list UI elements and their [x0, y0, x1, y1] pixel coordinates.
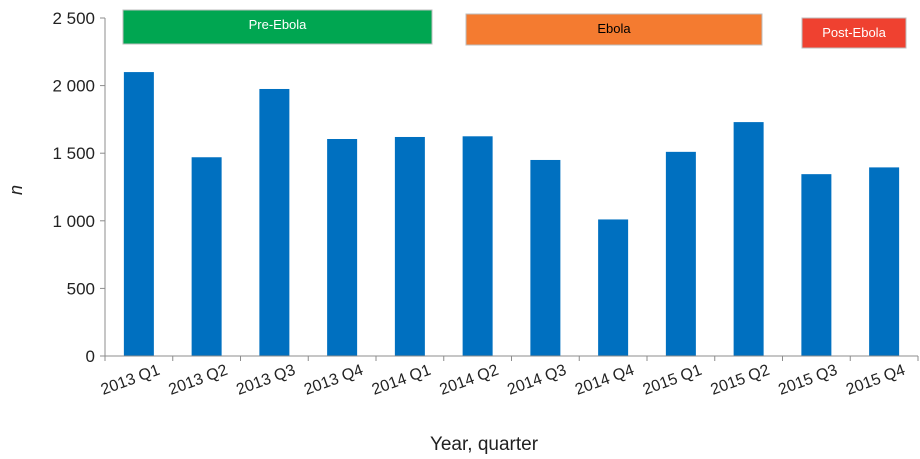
- y-tick-label: 500: [67, 279, 95, 298]
- x-tick-label: 2013 Q2: [166, 362, 230, 399]
- period-band: [465, 13, 763, 46]
- bar: [394, 136, 425, 356]
- x-tick-label: 2014 Q4: [573, 362, 637, 399]
- period-label: Ebola: [597, 21, 631, 36]
- y-axis-label: n: [6, 185, 26, 195]
- bar: [869, 167, 900, 356]
- x-tick-label: 2014 Q1: [370, 362, 434, 399]
- bar: [598, 219, 629, 356]
- period-label: Pre-Ebola: [249, 17, 308, 32]
- bars: [123, 72, 900, 356]
- period-label: Post-Ebola: [822, 25, 886, 40]
- bar: [801, 174, 832, 356]
- bar: [462, 136, 493, 356]
- bar: [665, 151, 696, 356]
- y-tick-label: 1 500: [52, 144, 95, 163]
- period-band: [801, 17, 907, 49]
- x-tick-label: 2015 Q2: [708, 362, 772, 399]
- x-tick-label: 2014 Q2: [437, 362, 501, 399]
- y-tick-label: 2 000: [52, 77, 95, 96]
- x-tick-label: 2014 Q3: [505, 362, 569, 399]
- period-band: [122, 9, 433, 45]
- bar: [123, 72, 154, 356]
- x-axis-label: Year, quarter: [430, 434, 539, 455]
- bar: [259, 88, 290, 356]
- x-tick-label: 2015 Q4: [844, 362, 908, 399]
- x-tick-label: 2013 Q3: [234, 362, 298, 399]
- y-tick-label: 2 500: [52, 9, 95, 28]
- period-bands: Pre-Ebola Ebola Post-Ebola: [122, 9, 907, 49]
- bar: [327, 139, 358, 356]
- x-tick-label: 2015 Q3: [776, 362, 840, 399]
- x-tick-label: 2013 Q4: [302, 362, 366, 399]
- y-tick-label: 1 000: [52, 212, 95, 231]
- bar: [191, 157, 222, 356]
- x-tick-label: 2013 Q1: [99, 362, 163, 399]
- x-tick-label: 2015 Q1: [641, 362, 705, 399]
- y-tick-label: 0: [86, 347, 95, 366]
- bar: [733, 122, 764, 356]
- bar: [530, 159, 561, 356]
